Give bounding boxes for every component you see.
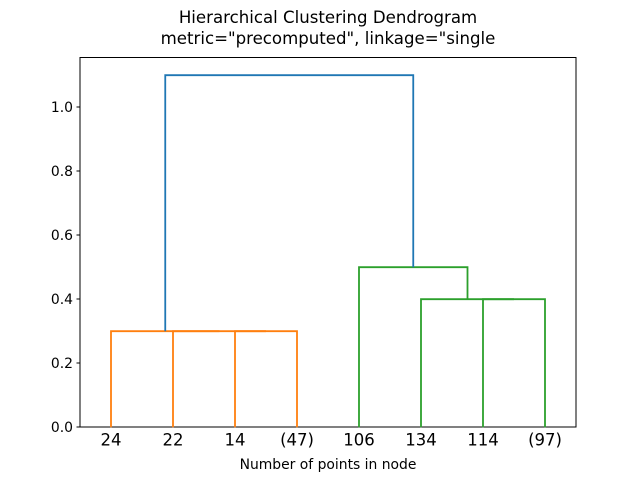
leaf-label: 106 [343, 431, 375, 450]
y-tick-label: 0.2 [51, 356, 73, 372]
y-tick-label: 0.4 [51, 292, 73, 308]
dendrogram-link [164, 74, 415, 332]
y-tick-label: 0.8 [51, 164, 73, 180]
dendrogram-link [110, 330, 220, 428]
dendrogram-link [420, 298, 514, 428]
chart-title: Hierarchical Clustering Dendrogram [178, 8, 478, 27]
y-tick-label: 0.0 [51, 420, 73, 436]
chart-title-block: Hierarchical Clustering Dendrogram metric… [80, 7, 576, 49]
leaf-label: 134 [405, 431, 437, 450]
leaf-label: (47) [280, 431, 314, 450]
x-axis-label: Number of points in node [239, 457, 417, 473]
y-tick-label: 1.0 [51, 100, 73, 116]
dendrogram-link [172, 330, 266, 428]
leaf-label: 14 [225, 431, 246, 450]
axes-frame [79, 57, 577, 428]
leaf-label: (97) [528, 431, 562, 450]
dendrogram-link [234, 330, 298, 428]
y-tick-label: 0.6 [51, 228, 73, 244]
dendrogram-link [358, 266, 469, 428]
dendrogram-link [482, 298, 546, 428]
leaf-label: 22 [163, 431, 184, 450]
leaf-label: 24 [101, 431, 122, 450]
chart-subtitle: metric="precomputed", linkage="single [160, 29, 496, 48]
leaf-label: 114 [467, 431, 499, 450]
